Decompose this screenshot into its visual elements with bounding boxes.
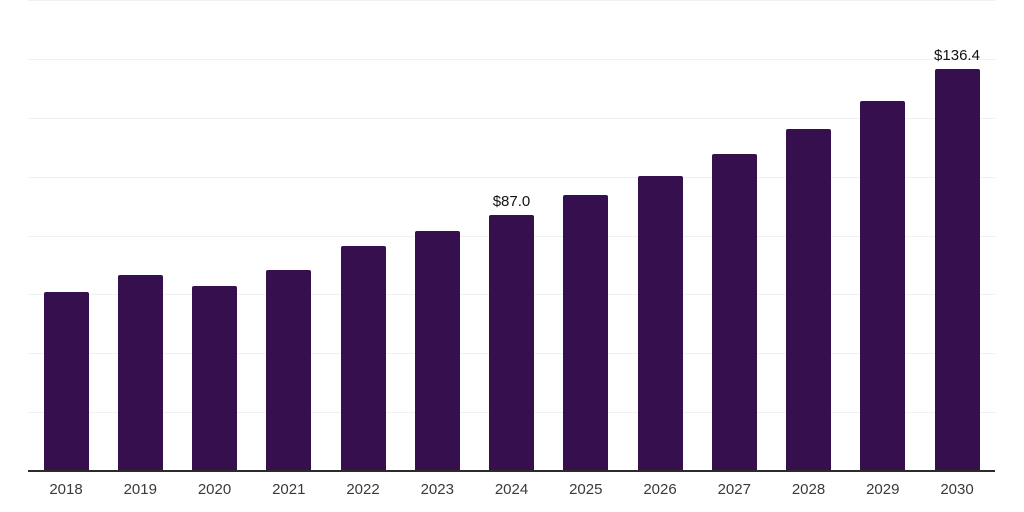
bar-2020	[192, 285, 237, 471]
bar-2019	[117, 274, 163, 471]
bar-2025	[563, 194, 609, 471]
value-label-2024: $87.0	[492, 192, 531, 210]
x-tick-2022: 2022	[346, 481, 380, 498]
bar-2023	[414, 231, 460, 471]
x-tick-2025: 2025	[569, 481, 603, 498]
bar-2027	[711, 153, 757, 471]
bar-2028	[786, 128, 831, 471]
bar-2029	[860, 100, 906, 471]
bar-2026	[637, 176, 683, 471]
x-tick-2021: 2021	[272, 481, 306, 498]
bar-2021	[266, 269, 312, 471]
bar-2024	[489, 214, 534, 471]
gridline-140	[28, 59, 995, 60]
x-tick-2024: 2024	[494, 481, 529, 498]
x-tick-2018: 2018	[49, 481, 83, 498]
gridline-100	[28, 177, 995, 178]
x-tick-2026: 2026	[643, 481, 677, 498]
x-tick-2020: 2020	[197, 481, 232, 498]
x-tick-2029: 2029	[866, 481, 900, 498]
bar-2018	[43, 292, 89, 471]
x-tick-2023: 2023	[420, 481, 454, 498]
bar-2030	[934, 69, 980, 471]
gridline-160	[28, 0, 995, 1]
x-tick-2030: 2030	[940, 481, 974, 498]
value-label-2030: $136.4	[934, 47, 980, 65]
x-tick-2028: 2028	[791, 481, 826, 498]
x-tick-2027: 2027	[717, 481, 751, 498]
gridline-120	[28, 118, 995, 119]
x-axis-line	[28, 470, 995, 472]
bar-2022	[340, 246, 386, 471]
x-tick-2019: 2019	[123, 481, 157, 498]
